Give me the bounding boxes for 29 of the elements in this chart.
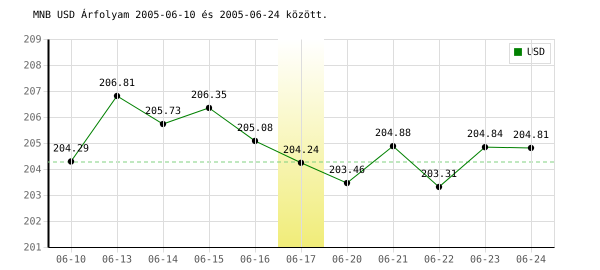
x-tick-label: 06-10 — [56, 254, 86, 266]
x-tick-label: 06-17 — [286, 254, 316, 266]
y-tick-label: 203 — [23, 190, 42, 202]
data-label: 205.73 — [144, 106, 182, 118]
data-label: 204.81 — [512, 130, 550, 141]
y-tick-label: 202 — [23, 216, 42, 228]
data-label: 204.84 — [466, 129, 504, 140]
x-tick-label: 06-14 — [148, 254, 178, 266]
x-tick-label: 06-13 — [102, 254, 132, 266]
y-tick-label: 207 — [23, 86, 42, 98]
data-label: 206.35 — [190, 90, 228, 101]
data-label: 205.08 — [236, 122, 274, 134]
y-tick-label: 208 — [23, 60, 42, 72]
y-tick-label: 201 — [23, 242, 42, 254]
data-label: 206.81 — [98, 78, 136, 89]
y-tick-label: 206 — [23, 112, 42, 124]
y-tick-label: 209 — [23, 34, 42, 46]
x-tick-label: 06-21 — [378, 254, 408, 266]
chart-title: MNB USD Árfolyam 2005-06-10 és 2005-06-24 között. — [32, 8, 328, 21]
x-tick-label: 06-23 — [470, 254, 500, 266]
x-tick-label: 06-16 — [240, 254, 270, 266]
x-tick-label: 06-20 — [332, 254, 362, 266]
x-tick-label: 06-15 — [194, 254, 224, 266]
data-label: 204.24 — [282, 144, 320, 156]
y-tick-label: 205 — [23, 138, 42, 150]
x-tick-label: 06-24 — [516, 254, 546, 266]
x-tick-label: 06-22 — [424, 254, 454, 266]
data-label: 204.88 — [374, 128, 412, 140]
y-tick-label: 204 — [23, 164, 42, 176]
